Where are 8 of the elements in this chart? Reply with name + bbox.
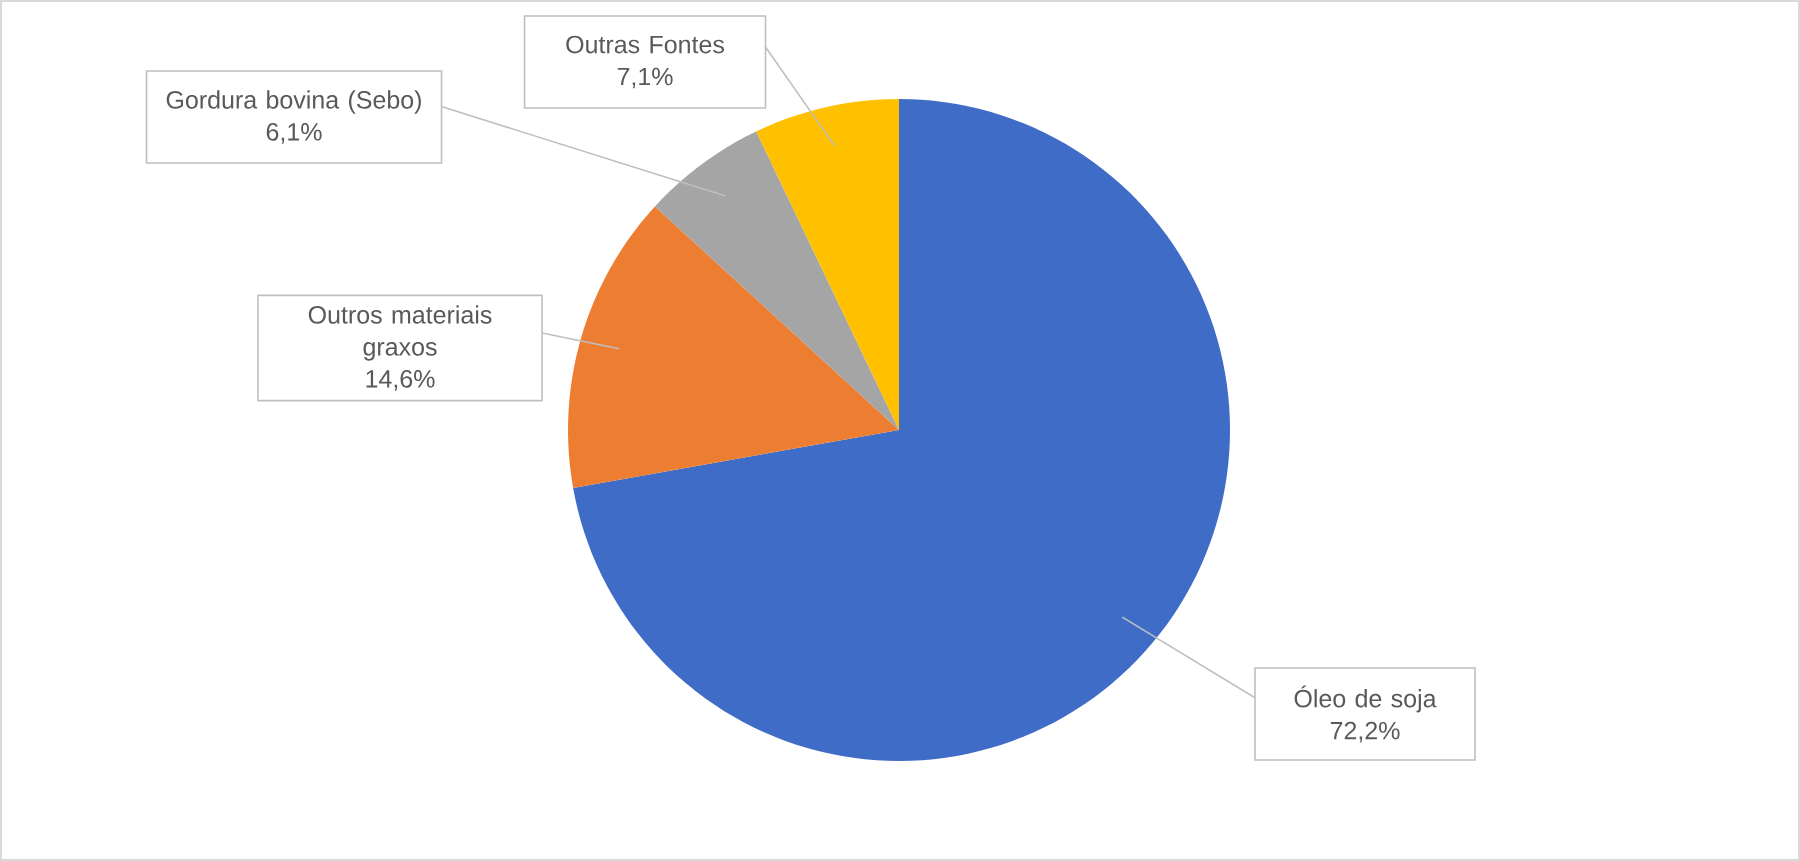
slice-label: Outras Fontes: [566, 35, 724, 54]
data-label: 6,1%: [266, 123, 322, 144]
data-label: 14,6%: [366, 370, 435, 391]
slice-label: Outros materiais graxos: [308, 305, 492, 361]
slice-label: Óleo de soja: [1294, 685, 1437, 713]
data-label: 72,2%: [1330, 721, 1400, 743]
data-label: 7,1%: [617, 67, 673, 89]
slice-label: Gordura bovina (Sebo): [166, 90, 421, 114]
